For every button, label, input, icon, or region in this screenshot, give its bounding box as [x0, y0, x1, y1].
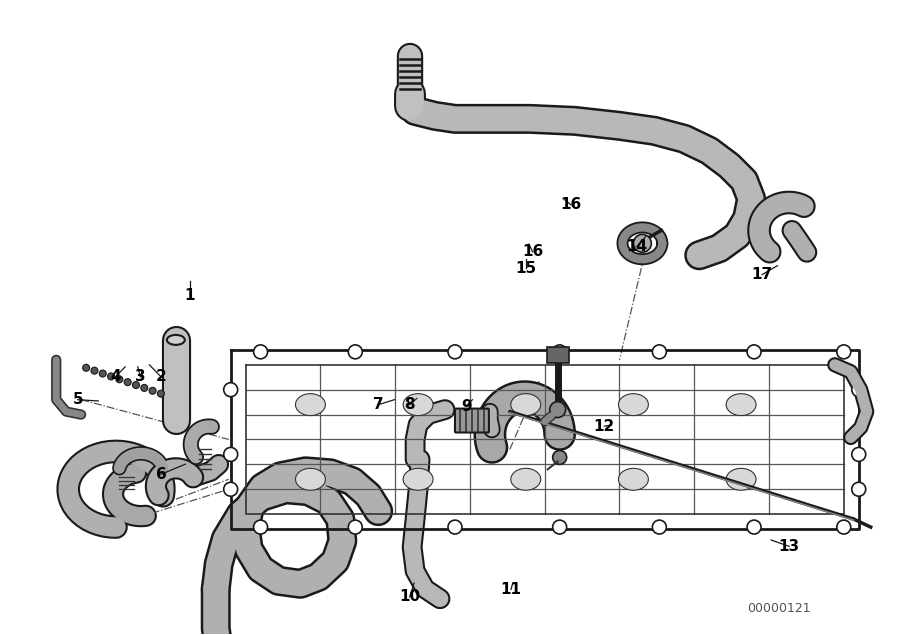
Ellipse shape [726, 394, 756, 415]
Circle shape [91, 367, 98, 374]
Text: 8: 8 [404, 398, 415, 412]
Ellipse shape [511, 469, 541, 490]
Circle shape [837, 345, 850, 359]
Circle shape [652, 520, 666, 534]
Circle shape [851, 383, 866, 397]
Circle shape [132, 382, 140, 389]
Circle shape [348, 345, 363, 359]
Ellipse shape [166, 335, 184, 345]
Circle shape [634, 234, 652, 252]
Ellipse shape [295, 469, 326, 490]
Text: 13: 13 [778, 539, 800, 554]
Text: 2: 2 [156, 370, 166, 384]
Ellipse shape [618, 469, 648, 490]
Circle shape [851, 448, 866, 462]
Circle shape [108, 373, 114, 380]
FancyBboxPatch shape [546, 347, 569, 363]
Text: 11: 11 [500, 582, 521, 597]
Text: 00000121: 00000121 [747, 602, 811, 615]
Text: 1: 1 [184, 288, 195, 303]
Circle shape [550, 401, 565, 418]
Ellipse shape [403, 469, 433, 490]
Ellipse shape [403, 394, 433, 415]
Circle shape [254, 345, 267, 359]
Text: 16: 16 [561, 197, 581, 213]
Ellipse shape [295, 394, 326, 415]
Circle shape [224, 383, 238, 397]
Text: 12: 12 [594, 418, 615, 434]
Circle shape [553, 345, 567, 359]
Text: 17: 17 [752, 267, 773, 282]
Circle shape [124, 378, 131, 385]
Circle shape [448, 520, 462, 534]
Text: 4: 4 [110, 370, 121, 384]
Circle shape [149, 387, 156, 394]
Circle shape [348, 520, 363, 534]
Text: 5: 5 [72, 392, 83, 407]
Circle shape [837, 520, 850, 534]
Circle shape [652, 345, 666, 359]
Circle shape [99, 370, 106, 377]
FancyBboxPatch shape [455, 408, 489, 432]
Circle shape [224, 482, 238, 496]
Text: 16: 16 [522, 244, 544, 259]
Circle shape [116, 376, 122, 383]
Text: 3: 3 [135, 370, 146, 384]
Circle shape [83, 364, 90, 371]
Ellipse shape [511, 394, 541, 415]
Circle shape [224, 448, 238, 462]
Text: 14: 14 [626, 239, 647, 254]
Ellipse shape [618, 394, 648, 415]
Circle shape [851, 482, 866, 496]
Text: 7: 7 [373, 398, 383, 412]
Circle shape [448, 345, 462, 359]
Circle shape [158, 390, 165, 397]
Circle shape [254, 520, 267, 534]
Circle shape [553, 520, 567, 534]
Text: 10: 10 [399, 589, 420, 605]
Text: 15: 15 [516, 261, 536, 276]
Ellipse shape [726, 469, 756, 490]
Text: 9: 9 [461, 399, 472, 413]
Circle shape [747, 520, 761, 534]
Circle shape [140, 384, 148, 391]
Circle shape [553, 450, 567, 464]
Circle shape [747, 345, 761, 359]
Text: 6: 6 [156, 467, 166, 482]
